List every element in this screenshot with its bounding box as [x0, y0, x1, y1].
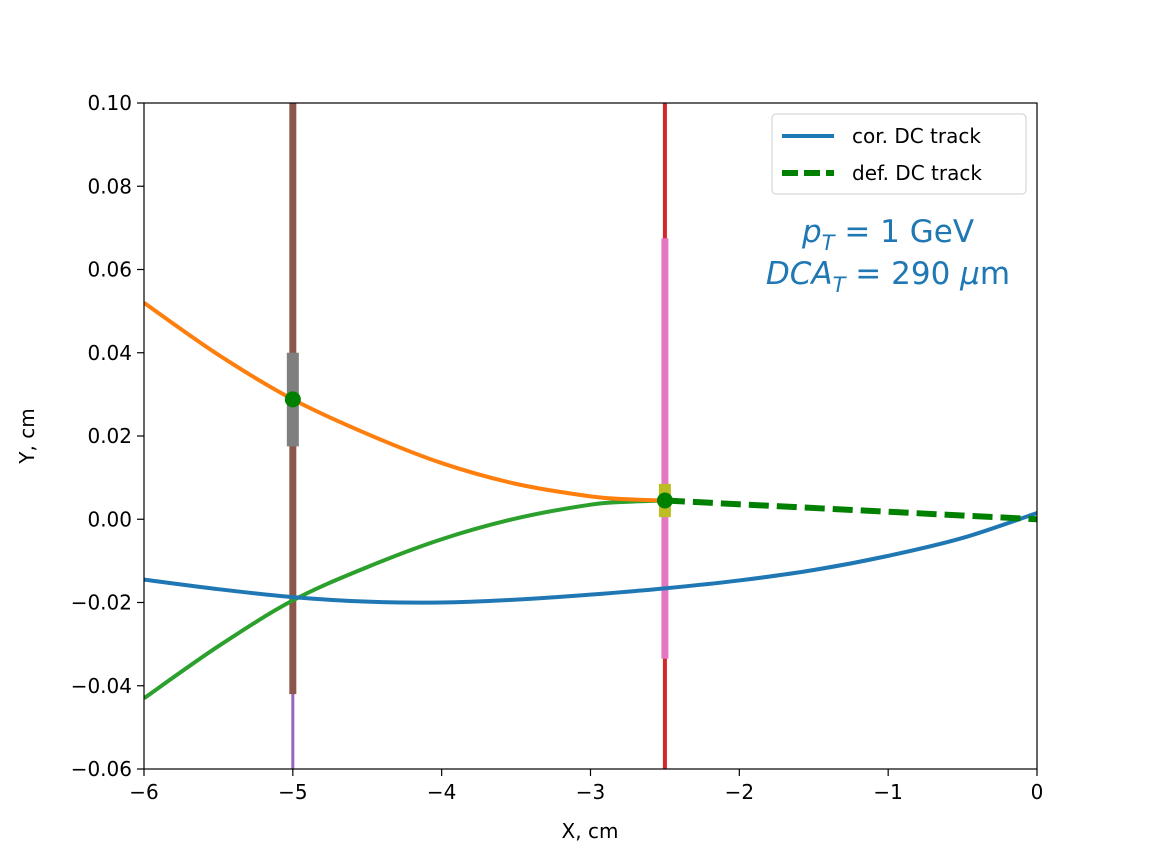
y-tick-label: 0.06 — [87, 258, 132, 282]
legend: cor. DC track def. DC track — [771, 113, 1027, 195]
y-tick-label: −0.04 — [71, 674, 132, 698]
x-tick-label: 0 — [1031, 780, 1044, 804]
y-tick-label: 0.04 — [87, 341, 132, 365]
x-tick-label: −4 — [427, 780, 456, 804]
x-tick-label: −2 — [725, 780, 754, 804]
annotation-dca: DCAT = 290 μm — [766, 256, 1010, 297]
plot-area — [144, 103, 1037, 769]
annotation: pT = 1 GeV DCAT = 290 μm — [766, 214, 1010, 297]
series-line-lower-arc — [144, 498, 665, 700]
x-tick-label: −5 — [278, 780, 307, 804]
hit-point-1 — [284, 391, 301, 408]
series-line-cor-dc-track — [144, 511, 1037, 605]
legend-box — [771, 113, 1027, 195]
y-tick-label: −0.02 — [71, 591, 132, 615]
annotation-pt: pT = 1 GeV — [801, 214, 974, 255]
x-tick-label: −6 — [129, 780, 158, 804]
legend-label-def-dc-track: def. DC track — [852, 161, 982, 185]
x-tick-label: −1 — [873, 780, 902, 804]
series-line-def-dc-track — [664, 497, 1037, 523]
y-tick-label: 0.08 — [87, 174, 132, 198]
x-tick-label: −3 — [576, 780, 605, 804]
hit-point-2 — [656, 492, 673, 509]
y-tick-label: 0.02 — [87, 424, 132, 448]
series-line-upper-arc — [144, 301, 665, 503]
x-axis-label: X, cm — [562, 819, 619, 843]
axis-ticks: −6 −5 −4 −3 −2 −1 0 −0.06 −0.04 −0.02 0.00 0.02 0.04… — [71, 91, 1044, 804]
y-tick-label: 0.10 — [87, 91, 132, 115]
y-axis-label: Y, cm — [15, 408, 39, 464]
y-tick-label: −0.06 — [71, 757, 132, 781]
legend-label-cor-dc-track: cor. DC track — [852, 124, 981, 148]
y-tick-label: 0.00 — [87, 507, 132, 531]
